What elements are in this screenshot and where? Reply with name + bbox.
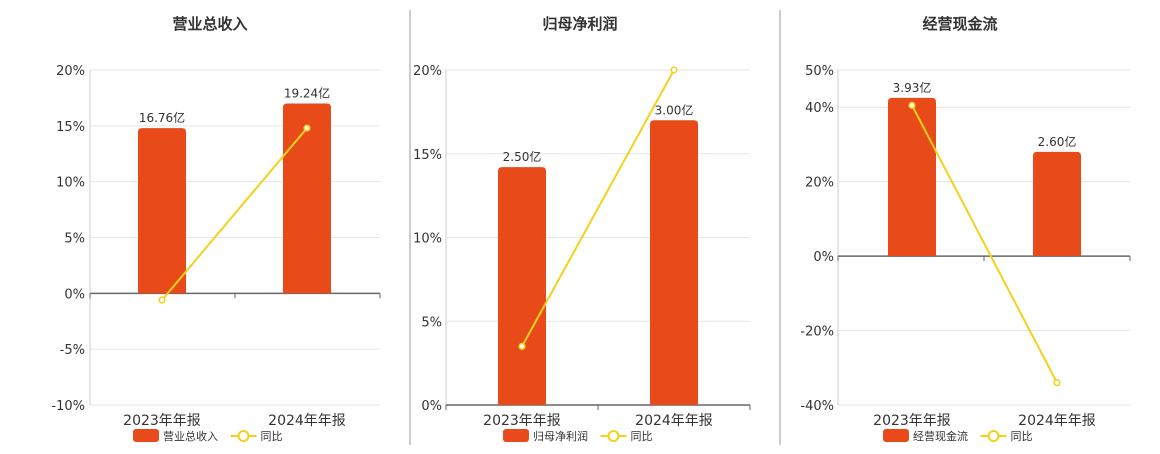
bar-value-label: 3.00亿	[655, 102, 694, 117]
y-tick-label: 20%	[805, 176, 834, 191]
legend-line-label: 同比	[1011, 430, 1033, 443]
legend-bar-swatch	[883, 429, 909, 442]
chart-panel: 归母净利润 0% 5% 10% 15% 20% 2023年年报 2024年年报 2.50亿 3.0…	[413, 15, 751, 443]
yoy-line	[911, 104, 1058, 384]
bar-value-label: 16.76亿	[139, 110, 185, 125]
chart-title: 经营现金流	[922, 15, 997, 33]
x-tick-label: 2023年年报	[873, 413, 951, 429]
bar-value-label: 2.50亿	[503, 149, 542, 164]
y-tick-label: 10%	[56, 176, 85, 191]
y-tick-label: 0%	[813, 250, 834, 265]
legend-line-marker	[607, 430, 620, 442]
x-tick-label: 2023年年报	[483, 413, 561, 429]
bar	[498, 167, 546, 405]
y-tick-label: 10%	[413, 232, 442, 247]
bar-value-label: 2.60亿	[1038, 134, 1077, 149]
legend-bar-swatch	[133, 429, 159, 442]
bar	[650, 120, 698, 405]
bar	[888, 97, 936, 257]
x-tick-label: 2023年年报	[123, 413, 201, 429]
chart-title: 归母净利润	[542, 15, 617, 33]
legend-line-marker	[987, 430, 1000, 442]
chart-title: 营业总收入	[172, 15, 247, 33]
y-tick-label: 0%	[64, 287, 85, 302]
chart-panel: 经营现金流 -40% -20% 0% 20% 40% 50% 2023年年报 2024年年报 3.…	[800, 15, 1131, 443]
legend-line-label: 同比	[261, 430, 283, 443]
yoy-point	[303, 124, 311, 132]
legend-bar-label: 归母净利润	[533, 429, 588, 443]
y-tick-label: -40%	[800, 399, 834, 414]
yoy-point	[518, 342, 526, 350]
bar-value-label: 3.93亿	[893, 80, 932, 95]
y-tick-label: 50%	[805, 64, 834, 79]
chart-panel: 营业总收入 -10% -5% 0% 5% 10% 15% 20% 2023年年报 2024年年报 1…	[51, 15, 381, 443]
y-tick-label: 5%	[64, 232, 85, 247]
y-tick-label: 15%	[56, 120, 85, 135]
bar	[138, 128, 186, 294]
legend-bar-swatch	[503, 429, 529, 442]
yoy-line	[521, 69, 675, 347]
y-tick-label: -20%	[800, 325, 834, 340]
y-tick-label: -10%	[51, 399, 85, 414]
x-tick-label: 2024年年报	[1018, 413, 1096, 429]
y-tick-label: 5%	[421, 315, 442, 330]
legend-line-marker	[237, 430, 250, 442]
legend-bar-label: 营业总收入	[163, 429, 218, 443]
legend-line-label: 同比	[631, 430, 653, 443]
y-tick-label: 15%	[413, 148, 442, 163]
y-tick-label: 20%	[413, 64, 442, 79]
x-tick-label: 2024年年报	[268, 413, 346, 429]
y-tick-label: 20%	[56, 64, 85, 79]
yoy-point	[1053, 379, 1061, 387]
yoy-point	[908, 101, 916, 109]
y-tick-label: -5%	[60, 343, 85, 358]
yoy-point	[670, 66, 678, 74]
y-tick-label: 40%	[805, 101, 834, 116]
bar	[283, 103, 331, 294]
x-tick-label: 2024年年报	[635, 413, 713, 429]
bar	[1033, 151, 1081, 257]
y-tick-label: 0%	[421, 399, 442, 414]
bar-value-label: 19.24亿	[284, 86, 330, 101]
yoy-line	[161, 127, 308, 301]
legend-bar-label: 经营现金流	[913, 429, 968, 443]
yoy-point	[158, 296, 166, 304]
